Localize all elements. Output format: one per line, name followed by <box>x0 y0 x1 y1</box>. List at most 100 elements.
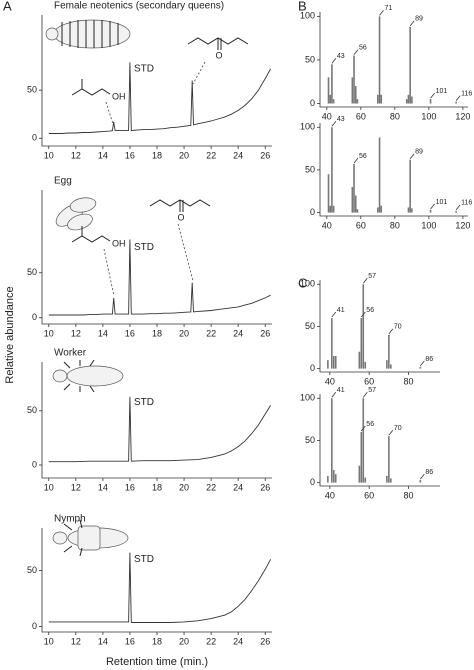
peak-leader <box>360 311 366 318</box>
peak-leader <box>331 58 337 64</box>
queen-drawing <box>45 19 131 49</box>
y-tick-label: 0 <box>310 98 315 108</box>
x-tick-label: 16 <box>125 328 135 338</box>
spectrum-bar <box>388 334 390 369</box>
peak-label: 71 <box>385 5 393 12</box>
leader <box>192 61 206 85</box>
x-tick-label: 24 <box>233 482 243 492</box>
peak-label: 57 <box>368 273 376 280</box>
peak-leader <box>430 203 435 210</box>
peak-label: 56 <box>359 153 367 160</box>
spectrum-bar <box>360 431 363 483</box>
x-tick-label: 20 <box>179 150 189 160</box>
spectrum-bar <box>419 366 422 369</box>
x-tick-label: 20 <box>179 636 189 646</box>
x-tick-label: 12 <box>71 150 81 160</box>
spectrum-bar <box>354 86 357 104</box>
peak-label: 89 <box>415 149 423 156</box>
x-tick-label: 24 <box>233 328 243 338</box>
annotation: STD <box>134 554 154 565</box>
spectrum-bar <box>407 94 410 104</box>
spectrum-bar <box>358 351 361 369</box>
spectrum-bar <box>411 96 413 104</box>
peak-label: 56 <box>359 44 367 51</box>
y-tick-label: 100 <box>300 393 315 403</box>
spectrum-bar <box>364 477 367 483</box>
spectrum-bar <box>332 99 335 104</box>
axis <box>319 394 440 487</box>
chart-title: Worker <box>54 348 87 359</box>
peak-label: 56 <box>366 421 374 428</box>
x-tick-label: 40 <box>322 220 332 230</box>
x-tick-label: 12 <box>71 636 81 646</box>
peak-label: 86 <box>425 469 433 476</box>
spectrum-bar <box>329 94 332 104</box>
axis <box>41 190 272 325</box>
peak-label: 56 <box>366 307 374 314</box>
x-tick-label: 100 <box>421 111 436 121</box>
chromatogram-trace <box>48 552 271 623</box>
structure-label: O <box>215 50 222 60</box>
panel-label: C <box>298 275 307 290</box>
peak-label: 41 <box>337 387 345 394</box>
y-tick-label: 100 <box>300 122 315 132</box>
spectrum-bar <box>378 137 381 213</box>
x-tick-label: 18 <box>152 328 162 338</box>
peak-leader <box>409 153 415 159</box>
spectrum-bar <box>360 317 363 369</box>
spectrum-bar <box>429 99 432 104</box>
x-tick-label: 80 <box>404 490 414 500</box>
x-tick-label: 22 <box>206 636 216 646</box>
chromatogram-trace <box>48 239 271 316</box>
x-tick-label: 40 <box>325 490 335 500</box>
chart-title: Egg <box>54 176 72 187</box>
spectrum-bar <box>390 478 392 483</box>
axis <box>319 123 468 217</box>
alcohol-structure <box>71 226 111 243</box>
x-axis-label: Retention time (min.) <box>106 656 208 668</box>
spectrum-bar <box>329 205 332 213</box>
spectrum-bar <box>332 469 335 483</box>
spectrum-bar <box>411 208 413 213</box>
spectrum-bar <box>362 398 365 483</box>
peak-label: 43 <box>337 116 345 123</box>
spectrum-bar <box>353 55 355 104</box>
x-tick-label: 26 <box>260 482 270 492</box>
annotation: STD <box>134 397 154 408</box>
y-tick-label: 50 <box>27 405 37 415</box>
peak-label: 89 <box>415 16 423 23</box>
x-tick-label: 20 <box>179 482 189 492</box>
peak-label: 41 <box>337 307 345 314</box>
spectrum-bar <box>332 355 335 369</box>
x-tick-label: 26 <box>260 328 270 338</box>
alcohol-structure <box>71 79 111 96</box>
chromatogram-trace <box>48 62 271 134</box>
x-tick-label: 14 <box>98 150 108 160</box>
worker-drawing <box>52 359 124 393</box>
peak-leader <box>353 49 359 55</box>
y-tick-label: 0 <box>310 207 315 217</box>
x-tick-label: 22 <box>206 482 216 492</box>
peak-label: 86 <box>425 356 433 363</box>
panel-label: B <box>298 0 307 13</box>
peak-leader <box>388 429 394 436</box>
spectrum-bar <box>419 480 422 483</box>
x-tick-label: 60 <box>364 490 374 500</box>
y-tick-label: 0 <box>310 477 315 487</box>
x-tick-label: 18 <box>152 482 162 492</box>
y-tick-label: 50 <box>305 321 315 331</box>
spectrum-bar <box>327 174 330 213</box>
annotation: STD <box>134 64 154 75</box>
spectrum-bar <box>334 355 337 369</box>
x-tick-label: 120 <box>455 111 470 121</box>
x-tick-label: 60 <box>364 376 374 386</box>
peak-leader <box>430 92 435 99</box>
peak-leader <box>362 277 368 284</box>
nymph-drawing <box>52 519 129 557</box>
x-tick-label: 22 <box>206 328 216 338</box>
spectrum-bar <box>455 210 457 213</box>
axis <box>41 528 272 633</box>
spectrum-bar <box>455 101 457 104</box>
spectrum-bar <box>378 16 381 104</box>
